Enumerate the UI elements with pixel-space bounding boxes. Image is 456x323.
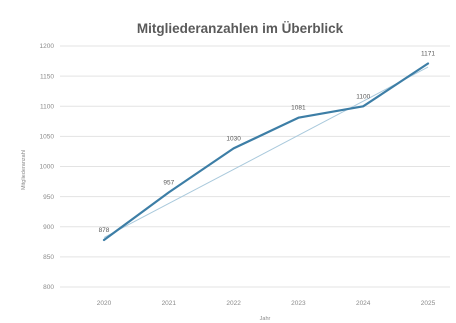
x-axis-ticks: 2020 2021 2022 2023 2024 2025 <box>97 300 436 307</box>
y-tick-label: 1000 <box>40 164 55 171</box>
x-axis-title: Jahr <box>260 316 271 322</box>
data-point <box>168 191 170 194</box>
y-tick-label: 1050 <box>40 134 55 141</box>
x-tick-label: 2021 <box>162 300 177 307</box>
data-point <box>362 105 365 108</box>
trendline <box>103 66 429 239</box>
y-tick-label: 900 <box>43 224 54 231</box>
y-tick-label: 1200 <box>40 43 55 50</box>
data-label: 957 <box>163 179 174 186</box>
data-point <box>103 239 105 241</box>
y-tick-label: 950 <box>43 194 54 201</box>
data-point <box>232 147 235 150</box>
y-tick-label: 800 <box>43 284 54 291</box>
trendline-path <box>103 66 429 239</box>
data-label: 878 <box>99 227 110 234</box>
y-tick-label: 850 <box>43 254 54 261</box>
x-tick-label: 2022 <box>226 300 241 307</box>
data-label: 1081 <box>291 105 306 112</box>
y-tick-label: 1100 <box>40 103 54 110</box>
x-tick-label: 2025 <box>421 300 436 307</box>
data-point <box>297 116 300 119</box>
data-label: 1100 <box>356 93 370 100</box>
x-tick-label: 2020 <box>97 300 112 307</box>
data-label: 1171 <box>421 50 435 57</box>
y-axis-ticks: 800 850 900 950 1000 1050 1100 1150 1200 <box>40 43 55 291</box>
x-tick-label: 2023 <box>291 300 306 307</box>
y-axis-title: Mitgliederanzahl <box>21 150 27 190</box>
y-tick-label: 1150 <box>40 73 54 80</box>
chart-title: Mitgliederanzahlen im Überblick <box>137 21 344 36</box>
data-labels: 878 957 1030 1081 1100 1171 <box>99 50 436 234</box>
gridlines <box>60 45 450 288</box>
data-point <box>427 62 429 65</box>
x-tick-label: 2024 <box>356 300 371 307</box>
data-label: 1030 <box>226 135 241 142</box>
series-line <box>102 62 430 242</box>
series-line-path <box>102 62 430 242</box>
